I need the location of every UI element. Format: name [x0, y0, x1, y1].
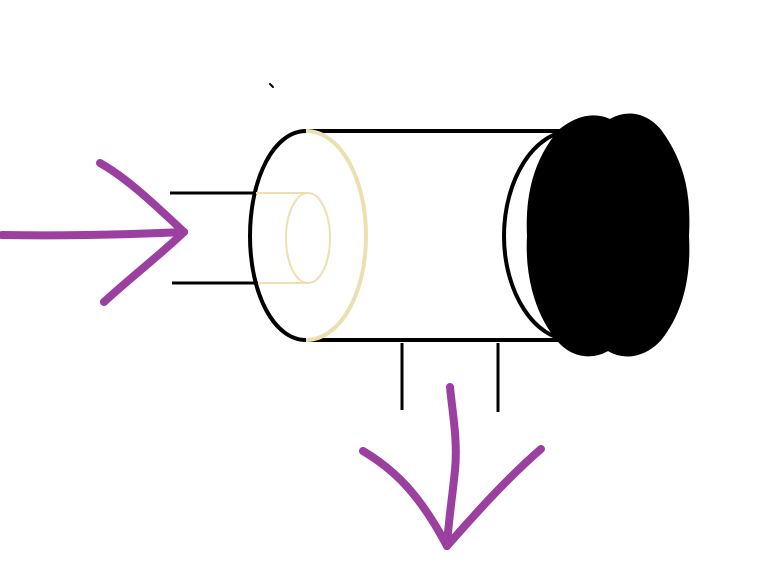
cylinder-front-face-inner: [305, 129, 369, 342]
inner-tube-opening: [285, 192, 331, 284]
end-cap: [526, 113, 690, 357]
inflow-arrow: [0, 159, 188, 306]
stray-mark: [269, 83, 274, 88]
outflow-arrow: [359, 383, 545, 550]
inflow-arrow-shaft: [0, 228, 188, 240]
cylinder: [247, 129, 573, 342]
cylinder-front-face-outer: [247, 129, 307, 342]
outflow-arrow-head-right: [443, 445, 545, 550]
inflow-arrow-head-lower: [100, 228, 188, 306]
outflow-arrow-shaft: [443, 383, 460, 550]
cylinder-back-rim: [501, 129, 573, 342]
outflow-arrow-head-left: [359, 447, 451, 550]
inflow-arrow-head-upper: [96, 159, 188, 236]
